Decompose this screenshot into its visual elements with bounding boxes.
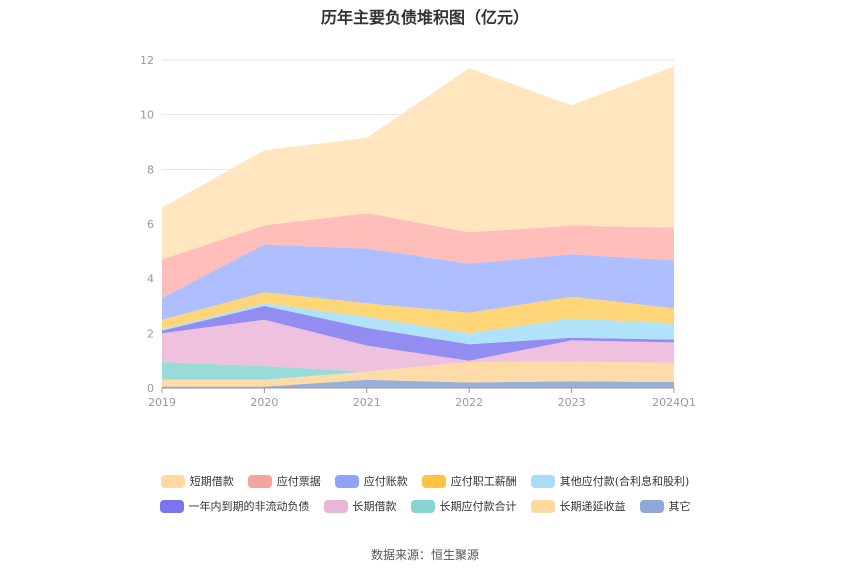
chart-title: 历年主要负债堆积图（亿元） — [320, 8, 529, 27]
legend-swatch — [421, 474, 446, 488]
y-tick-label: 8 — [147, 163, 154, 176]
legend-swatch — [410, 499, 435, 513]
area-series[interactable] — [162, 244, 674, 320]
legend-label: 短期借款 — [189, 475, 234, 488]
y-tick-label: 2 — [147, 327, 154, 340]
y-tick-label: 10 — [140, 109, 154, 122]
legend-swatch — [639, 499, 664, 513]
area-series[interactable] — [162, 361, 674, 387]
legend-label: 长期借款 — [352, 500, 397, 513]
y-tick-label: 4 — [147, 273, 154, 286]
area-series[interactable] — [162, 361, 674, 380]
area-series[interactable] — [162, 292, 674, 334]
legend-item-long-term-payables[interactable]: 长期应付款合计 — [410, 498, 517, 514]
area-series[interactable] — [162, 213, 674, 298]
legend-swatch — [530, 499, 555, 513]
legend-label: 应付票据 — [276, 475, 321, 488]
legend-label: 长期递延收益 — [559, 500, 626, 513]
legend-label: 其它 — [668, 500, 691, 513]
legend-swatch — [159, 499, 184, 513]
y-tick-label: 0 — [147, 382, 154, 395]
legend-item-short-term-loans[interactable]: 短期借款 — [160, 473, 234, 489]
legend-swatch — [530, 474, 555, 488]
x-tick-label: 2024Q1 — [652, 396, 696, 409]
legend-swatch — [323, 499, 348, 513]
legend-item-accounts-payable[interactable]: 应付账款 — [334, 473, 408, 489]
area-series[interactable] — [162, 319, 674, 372]
area-series[interactable] — [162, 306, 674, 361]
legend-item-payroll-payable[interactable]: 应付职工薪酬 — [421, 473, 517, 489]
area-series[interactable] — [162, 66, 674, 260]
legend-row-2: 一年内到期的非流动负债 长期借款 长期应付款合计 长期递延收益 其它 — [0, 498, 850, 514]
legend-swatch — [334, 474, 359, 488]
x-tick-label: 2019 — [148, 396, 176, 409]
legend-swatch — [247, 474, 272, 488]
legend-item-long-term-loans[interactable]: 长期借款 — [323, 498, 397, 514]
data-source-note: 数据来源：恒生聚源 — [370, 548, 479, 562]
legend-label: 应付职工薪酬 — [450, 475, 517, 488]
area-series[interactable] — [162, 303, 674, 345]
y-tick-label: 6 — [147, 218, 154, 231]
legend-item-other[interactable]: 其它 — [639, 498, 691, 514]
y-tick-label: 12 — [140, 54, 154, 67]
legend-label: 长期应付款合计 — [439, 500, 517, 513]
x-tick-label: 2023 — [558, 396, 586, 409]
legend-row-1: 短期借款 应付票据 应付账款 应付职工薪酬 其他应付款(合利息和股利) — [0, 473, 850, 489]
x-tick-label: 2022 — [455, 396, 483, 409]
legend-item-current-noncurrent-liabilities[interactable]: 一年内到期的非流动负债 — [159, 498, 310, 514]
area-series[interactable] — [162, 379, 674, 388]
legend-label: 一年内到期的非流动负债 — [188, 500, 310, 513]
legend-label: 应付账款 — [363, 475, 408, 488]
legend-item-other-payables[interactable]: 其他应付款(合利息和股利) — [530, 473, 690, 489]
x-tick-label: 2021 — [353, 396, 381, 409]
stacked-area-chart: 0 2 4 6 8 10 12 2019 2020 2021 2022 2023 2024Q1 — [140, 54, 696, 409]
x-tick-label: 2020 — [250, 396, 278, 409]
legend-item-notes-payable[interactable]: 应付票据 — [247, 473, 321, 489]
legend-item-deferred-income[interactable]: 长期递延收益 — [530, 498, 626, 514]
legend-swatch — [160, 474, 185, 488]
legend-label: 其他应付款(合利息和股利) — [559, 475, 690, 488]
